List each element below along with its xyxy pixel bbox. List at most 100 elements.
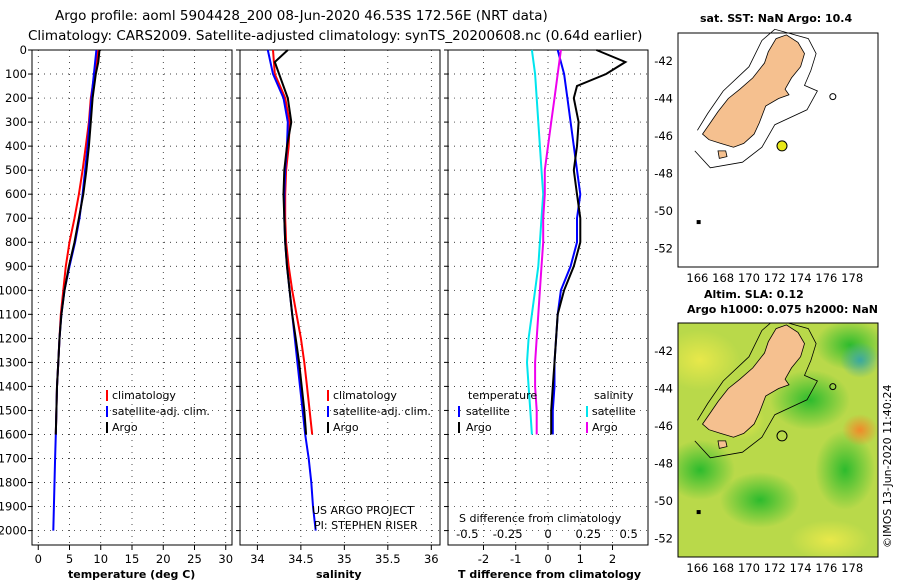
x-tick-label: 34: [250, 552, 265, 566]
depth-contour: [694, 28, 818, 169]
y-tick-label: 1200: [0, 331, 27, 345]
legend-swatch-t-satellite: [458, 406, 460, 417]
figure-title-line2: Climatology: CARS2009. Satellite-adjuste…: [28, 28, 642, 44]
legend-swatch-climatology: [327, 390, 329, 401]
map-x-tick-label: 174: [790, 271, 812, 285]
x-tick-label: 0: [544, 552, 551, 566]
y-tick-label: 1900: [0, 500, 27, 514]
series-line-t-argo: [550, 49, 628, 435]
map-x-tick-label: 172: [764, 271, 786, 285]
imos-credit: ©IMOS 13-Jun-2020 11:40:24: [881, 384, 894, 548]
x-tick-label: 36: [424, 552, 439, 566]
grid-layer: [32, 49, 648, 545]
y-tick-label: 1000: [0, 283, 27, 297]
x-tick-label: 10: [93, 552, 108, 566]
difference-xlabel: T difference from climatology: [458, 568, 641, 580]
y-tick-label: 1500: [0, 403, 27, 417]
temperature-legend: climatology satellite-adj. clim. Argo: [106, 389, 210, 434]
y-tick-label: 1100: [0, 307, 27, 321]
y-tick-label: 400: [5, 139, 27, 153]
map-y-tick-label: -48: [654, 456, 673, 470]
legend-s-satellite: satellite: [592, 405, 636, 418]
sla-anomaly: [678, 440, 735, 500]
map-y-tick-label: -50: [654, 204, 673, 218]
legend-argo: Argo: [333, 421, 359, 434]
salinity-legend: climatology satellite-adj. clim. Argo US…: [312, 389, 431, 532]
legend-climatology: climatology: [333, 389, 397, 402]
map-x-tick-label: 166: [686, 271, 708, 285]
x-tick-label: 15: [125, 552, 140, 566]
x-tick-label: 30: [218, 552, 233, 566]
x-tick-label: 2: [609, 552, 616, 566]
legend-salinity-title: salinity: [594, 389, 634, 402]
x-tick-label: -1: [510, 552, 521, 566]
x-tick-label: 1: [577, 552, 584, 566]
legend-climatology: climatology: [112, 389, 176, 402]
sst-map: [677, 28, 879, 268]
sla-map-title1: Altim. SLA: 0.12: [704, 288, 804, 301]
legend-t-argo: Argo: [466, 421, 492, 434]
legend-swatch-s-argo: [586, 422, 588, 433]
series-line-s-satellite: [525, 49, 545, 435]
auckland-islands: [696, 220, 701, 225]
map-y-tick-label: -52: [654, 531, 673, 545]
legend-swatch-argo: [106, 422, 108, 433]
map-x-tick-label: 170: [738, 271, 760, 285]
chatham-rise-feature: [829, 93, 837, 101]
map-x-tick-label: 178: [841, 271, 863, 285]
temperature-xlabel: temperature (deg C): [68, 568, 195, 580]
sla-anomaly: [840, 342, 878, 378]
stewart-island-landmass: [717, 440, 728, 449]
legend-swatch-s-satellite: [586, 406, 588, 417]
map-y-tick-label: -44: [654, 92, 673, 106]
argo-float-marker: [776, 140, 788, 152]
sla-anomaly: [678, 330, 740, 390]
sst-map-content: [694, 28, 837, 225]
s-diff-tick-label: -0.25: [493, 527, 523, 541]
sla-anomaly: [720, 472, 800, 528]
sla-map: [677, 322, 879, 558]
y-tick-label: 100: [5, 67, 27, 81]
legend-s-argo: Argo: [592, 421, 618, 434]
x-tick-label: 35: [337, 552, 352, 566]
project-annotation: US ARGO PROJECT: [312, 504, 414, 517]
s-diff-tick-label: 0: [544, 527, 551, 541]
map-y-tick-label: -52: [654, 241, 673, 255]
map-x-tick-label: 176: [815, 271, 837, 285]
y-tick-label: 1300: [0, 355, 27, 369]
legend-swatch-t-argo: [458, 422, 460, 433]
x-tick-label: 35.5: [375, 552, 401, 566]
stewart-island-landmass: [717, 150, 728, 159]
map-y-tick-label: -42: [654, 344, 673, 358]
sla-map-frame: [677, 322, 879, 558]
map-x-tick-label: 170: [738, 561, 760, 575]
x-tick-label: 34.5: [288, 552, 314, 566]
argo-float-marker: [776, 430, 788, 442]
map-y-tick-label: -42: [654, 54, 673, 68]
map-x-tick-label: 168: [712, 561, 734, 575]
sla-anomaly: [790, 520, 870, 557]
legend-swatch-argo: [327, 422, 329, 433]
series-line-argo: [273, 49, 308, 435]
s-difference-label: S difference from climatology: [459, 512, 622, 525]
map-x-tick-label: 174: [790, 561, 812, 575]
x-tick-label: 25: [187, 552, 202, 566]
legend-swatch-satellite: [327, 406, 329, 417]
series-line-s-argo: [534, 49, 562, 435]
figure-title-line1: Argo profile: aoml 5904428_200 08-Jun-20…: [55, 8, 548, 24]
x-tick-label: -2: [478, 552, 489, 566]
map-y-tick-label: -46: [654, 129, 673, 143]
y-tick-label: 900: [5, 259, 27, 273]
x-tick-label: 5: [66, 552, 73, 566]
salinity-xlabel: salinity: [316, 568, 362, 580]
map-y-tick-label: -44: [654, 382, 673, 396]
y-tick-label: 1600: [0, 427, 27, 441]
s-diff-tick-label: -0.5: [456, 527, 478, 541]
south-island-landmass: [701, 324, 805, 438]
y-tick-label: 600: [5, 187, 27, 201]
south-island-landmass: [701, 34, 805, 148]
x-tick-label: 20: [156, 552, 171, 566]
map-x-tick-label: 168: [712, 271, 734, 285]
map-x-tick-label: 176: [815, 561, 837, 575]
